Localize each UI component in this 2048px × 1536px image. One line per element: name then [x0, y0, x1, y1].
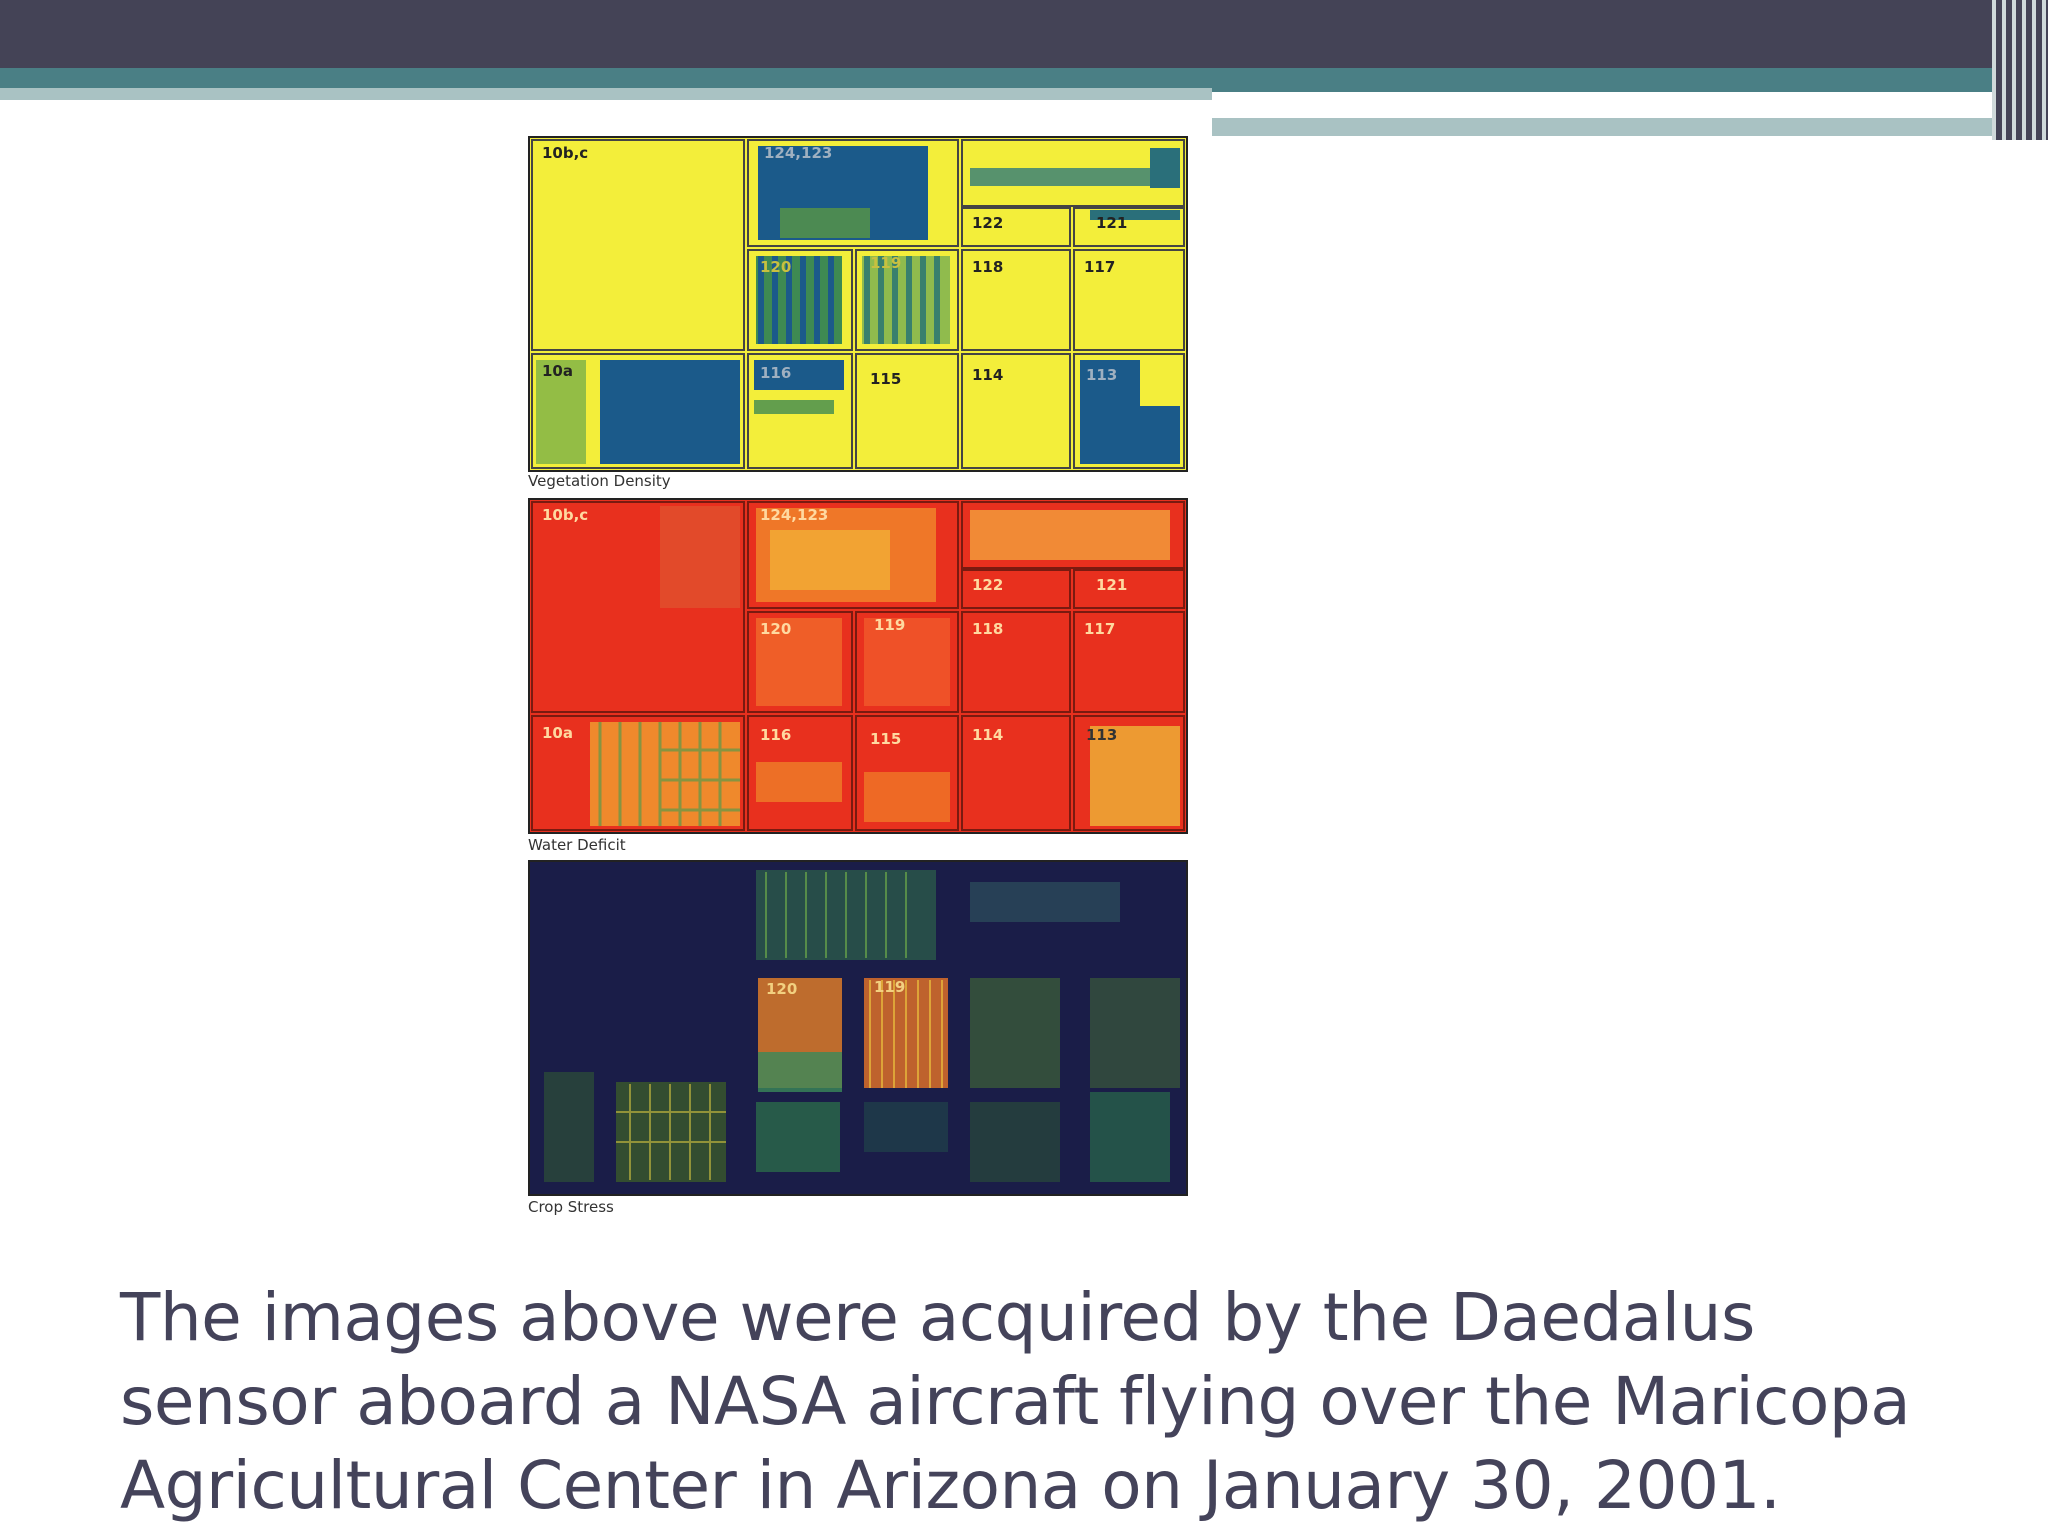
plot-label: 115 — [870, 730, 901, 748]
header-bar-light-left — [0, 88, 1212, 100]
crop-stress-image: 120 119 — [528, 860, 1188, 1196]
plot-label: 118 — [972, 620, 1003, 638]
plot-label: 122 — [972, 214, 1003, 232]
plot-label: 119 — [874, 978, 905, 996]
plot-label: 119 — [874, 616, 905, 634]
plot-label: 115 — [870, 370, 901, 388]
plot-label: 120 — [766, 980, 797, 998]
plot-label: 116 — [760, 726, 791, 744]
header-white-line — [1212, 112, 1896, 118]
plot-label: 10b,c — [542, 506, 588, 524]
panel-caption: Vegetation Density — [528, 472, 671, 490]
slide-caption: The images above were acquired by the Da… — [120, 1279, 1911, 1524]
plot-label: 120 — [760, 620, 791, 638]
vegetation-density-image: 10b,c 124,123 122 121 120 119 118 117 10… — [528, 136, 1188, 472]
plot-label: 122 — [972, 576, 1003, 594]
header-bar-light-right — [1212, 118, 2012, 136]
plot-label: 113 — [1086, 366, 1117, 384]
header-bar-dark — [0, 0, 2048, 68]
plot-label: 117 — [1084, 620, 1115, 638]
plot-label: 120 — [760, 258, 791, 276]
panel-caption: Crop Stress — [528, 1198, 614, 1216]
plot-label: 121 — [1096, 214, 1127, 232]
plot-label: 10a — [542, 362, 573, 380]
plot-label: 121 — [1096, 576, 1127, 594]
panel-caption: Water Deficit — [528, 836, 626, 854]
plot-label: 124,123 — [760, 506, 828, 524]
plot-label: 118 — [972, 258, 1003, 276]
plot-label: 116 — [760, 364, 791, 382]
plot-label: 119 — [870, 254, 901, 272]
plot-label: 114 — [972, 366, 1003, 384]
header-stripes — [1992, 0, 2048, 140]
plot-label: 10a — [542, 724, 573, 742]
plot-label: 113 — [1086, 726, 1117, 744]
plot-label: 124,123 — [764, 144, 832, 162]
plot-label: 10b,c — [542, 144, 588, 162]
water-deficit-image: 10b,c 124,123 122 121 120 119 118 117 10… — [528, 498, 1188, 834]
plot-label: 117 — [1084, 258, 1115, 276]
plot-label: 114 — [972, 726, 1003, 744]
